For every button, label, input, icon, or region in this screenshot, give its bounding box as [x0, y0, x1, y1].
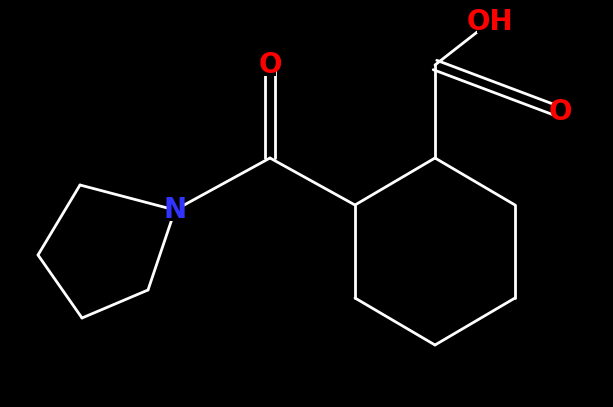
FancyBboxPatch shape	[477, 11, 503, 33]
Text: N: N	[164, 196, 186, 224]
FancyBboxPatch shape	[169, 199, 181, 221]
FancyBboxPatch shape	[554, 101, 566, 123]
FancyBboxPatch shape	[264, 54, 276, 76]
Text: OH: OH	[466, 8, 513, 36]
Text: O: O	[548, 98, 572, 126]
Text: O: O	[258, 51, 282, 79]
